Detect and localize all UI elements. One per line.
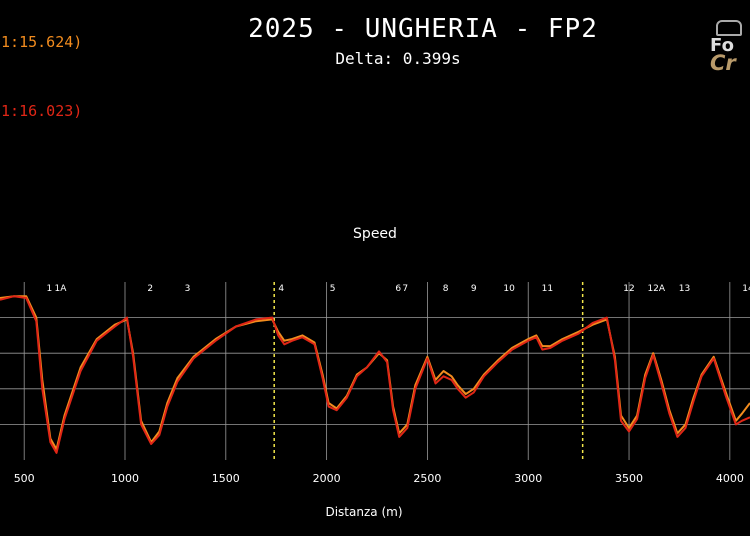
logo-text-2: Cr [710, 51, 736, 75]
x-tick-label: 4000 [716, 472, 744, 485]
corner-label: 11 [542, 284, 553, 294]
corner-label: 12 [623, 284, 634, 294]
corner-label: 8 [443, 284, 449, 294]
plot-title: Speed [353, 226, 397, 242]
corner-label: 9 [471, 284, 477, 294]
delta-subtitle: Delta: 0.399s [335, 49, 461, 68]
corner-label: 7 [402, 284, 408, 294]
corner-label: 13 [679, 284, 690, 294]
corner-label: 2 [147, 284, 153, 294]
corner-label: 5 [330, 284, 336, 294]
corner-label: 10 [503, 284, 515, 294]
x-tick-label: 500 [14, 472, 35, 485]
x-tick-label: 1500 [212, 472, 240, 485]
logo-text-1: Fo [710, 35, 734, 56]
x-tick-label: 2500 [413, 472, 441, 485]
chart-title: 2025 - UNGHERIA - FP2 [248, 14, 598, 44]
x-tick-label: 1000 [111, 472, 139, 485]
x-tick-label: 3500 [615, 472, 643, 485]
corner-label: 4 [278, 284, 284, 294]
corner-label: 14 [742, 284, 750, 294]
legend-driver1: 01:15.624) [0, 33, 83, 51]
x-tick-label: 3000 [514, 472, 542, 485]
corner-label: 12A [647, 284, 665, 294]
corner-label: 3 [185, 284, 191, 294]
speed-series-1 [0, 295, 750, 451]
corner-label: 1A [55, 284, 68, 294]
corner-label: 6 [395, 284, 401, 294]
x-axis-label: Distanza (m) [325, 505, 402, 519]
corner-label: 1 [47, 284, 53, 294]
x-tick-label: 2000 [313, 472, 341, 485]
speed-series-2 [0, 295, 750, 454]
brand-logo: Fo Cr [710, 20, 750, 75]
legend-driver2: 01:16.023) [0, 102, 83, 120]
car-icon [716, 20, 742, 36]
